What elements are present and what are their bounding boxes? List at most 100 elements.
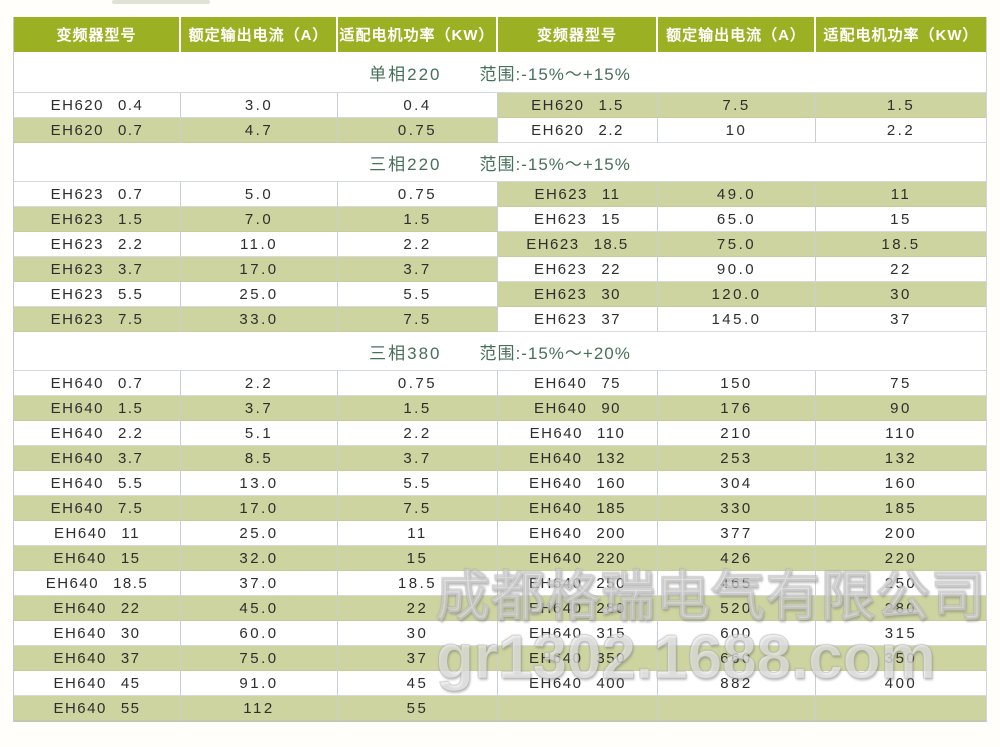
model-rating: 15 <box>601 210 622 228</box>
current-cell: 5.0 <box>181 182 338 207</box>
model-cell: EH640 45 <box>14 671 181 696</box>
power-cell: 55 <box>338 696 498 721</box>
model-cell: EH620 2.2 <box>498 118 658 143</box>
table-header: 变频器型号 额定输出电流（A） 适配电机功率（KW） 变频器型号 额定输出电流（A） 适配… <box>14 17 986 52</box>
model-rating: 1.5 <box>118 210 144 228</box>
table-row: EH640 22 45.0 22 EH640 280 520 280 <box>14 596 986 621</box>
power-cell: 220 <box>816 546 986 571</box>
table-row: EH620 0.4 3.0 0.4 EH620 1.5 7.5 1.5 <box>14 93 986 118</box>
current-cell: 3.0 <box>181 93 338 118</box>
model-cell: EH623 0.7 <box>14 182 181 207</box>
power-cell: 315 <box>816 621 986 646</box>
current-cell: 11.0 <box>181 232 338 257</box>
model-name: EH640 <box>53 699 107 717</box>
model-name: EH623 <box>534 185 588 203</box>
model-name: EH640 <box>533 399 588 417</box>
model-rating: 250 <box>596 574 626 592</box>
model-name: EH640 <box>50 474 104 492</box>
power-cell: 280 <box>816 596 986 621</box>
power-cell: 0.75 <box>338 371 498 396</box>
model-rating: 3.7 <box>118 260 144 278</box>
model-name: EH623 <box>50 285 104 303</box>
model-name: EH623 <box>50 210 104 228</box>
table-row: EH640 1.5 3.7 1.5 EH640 90 176 90 <box>14 396 986 421</box>
section-range: 范围:-15%～+15% <box>479 154 631 174</box>
model-cell: EH640 160 <box>498 471 658 496</box>
model-cell: EH640 3.7 <box>14 446 181 471</box>
model-rating: 3.7 <box>118 449 144 467</box>
model-rating: 55 <box>120 699 141 717</box>
power-cell: 250 <box>816 571 986 596</box>
header-cell: 变频器型号 <box>498 17 658 52</box>
current-cell: 2.2 <box>181 371 338 396</box>
power-cell: 3.7 <box>338 446 498 471</box>
section-phase: 单相220 <box>369 64 442 84</box>
model-name: EH640 <box>50 374 104 392</box>
model-cell: EH640 0.7 <box>14 371 181 396</box>
table-row: EH623 3.7 17.0 3.7 EH623 22 90.0 22 <box>14 257 986 282</box>
current-cell: 45.0 <box>181 596 338 621</box>
section-band-三相380: 三相380 范围:-15%～+20% <box>14 332 986 371</box>
power-cell: 1.5 <box>338 207 498 232</box>
power-cell: 30 <box>816 282 986 307</box>
current-cell: 145.0 <box>658 307 816 332</box>
model-rating: 7.5 <box>118 310 144 328</box>
table-row: EH620 0.7 4.7 0.75 EH620 2.2 10 2.2 <box>14 118 986 143</box>
power-cell: 30 <box>338 621 498 646</box>
section-range: 范围:-15%～+20% <box>479 343 631 363</box>
current-cell: 304 <box>658 471 816 496</box>
model-rating: 160 <box>596 474 626 492</box>
model-cell: EH640 280 <box>498 596 658 621</box>
power-cell: 11 <box>338 521 498 546</box>
model-name: EH623 <box>533 210 588 228</box>
table-row: EH623 7.5 33.0 7.5 EH623 37 145.0 37 <box>14 307 986 332</box>
power-cell: 15 <box>338 546 498 571</box>
power-cell: 0.4 <box>338 93 498 118</box>
model-name: EH640 <box>529 649 583 667</box>
model-rating: 75 <box>601 374 622 392</box>
model-rating: 315 <box>596 624 626 642</box>
current-cell: 253 <box>658 446 816 471</box>
model-rating: 185 <box>596 499 626 517</box>
model-rating: 22 <box>601 260 622 278</box>
current-cell: 60.0 <box>181 621 338 646</box>
section-phase: 三相380 <box>369 343 442 363</box>
table-row: EH640 5.5 13.0 5.5 EH640 160 304 160 <box>14 471 986 496</box>
model-name: EH623 <box>526 235 580 253</box>
table-row: EH640 30 60.0 30 EH640 315 600 315 <box>14 621 986 646</box>
model-cell: EH640 220 <box>498 546 658 571</box>
current-cell: 65.0 <box>658 207 816 232</box>
section-band-三相220: 三相220 范围:-15%～+15% <box>14 143 986 182</box>
power-cell: 11 <box>816 182 986 207</box>
current-cell: 3.7 <box>181 396 338 421</box>
header-cell: 额定输出电流（A） <box>181 17 338 52</box>
current-cell: 91.0 <box>181 671 338 696</box>
model-rating: 22 <box>120 599 141 617</box>
power-cell: 350 <box>816 646 986 671</box>
current-cell: 210 <box>658 421 816 446</box>
power-cell: 132 <box>816 446 986 471</box>
model-cell: EH640 5.5 <box>14 471 181 496</box>
model-rating: 1.5 <box>598 96 624 114</box>
model-cell: EH623 7.5 <box>14 307 181 332</box>
model-rating: 220 <box>596 549 626 567</box>
power-cell: 0.75 <box>338 182 498 207</box>
model-rating: 0.7 <box>118 185 144 203</box>
current-cell: 520 <box>658 596 816 621</box>
model-name: EH640 <box>529 424 583 442</box>
power-cell: 37 <box>816 307 986 332</box>
model-cell: EH640 1.5 <box>14 396 181 421</box>
power-cell: 2.2 <box>338 421 498 446</box>
power-cell: 22 <box>338 596 498 621</box>
current-cell: 377 <box>658 521 816 546</box>
model-name: EH640 <box>53 549 107 567</box>
table-row: EH640 18.5 37.0 18.5 EH640 250 465 250 <box>14 571 986 596</box>
model-rating: 2.2 <box>598 121 624 139</box>
model-cell: EH623 37 <box>498 307 658 332</box>
model-name: EH640 <box>45 574 100 592</box>
table-row: EH640 15 32.0 15 EH640 220 426 220 <box>14 546 986 571</box>
table-row: EH640 11 25.0 11 EH640 200 377 200 <box>14 521 986 546</box>
model-name: EH623 <box>50 260 104 278</box>
model-cell: EH623 15 <box>498 207 658 232</box>
